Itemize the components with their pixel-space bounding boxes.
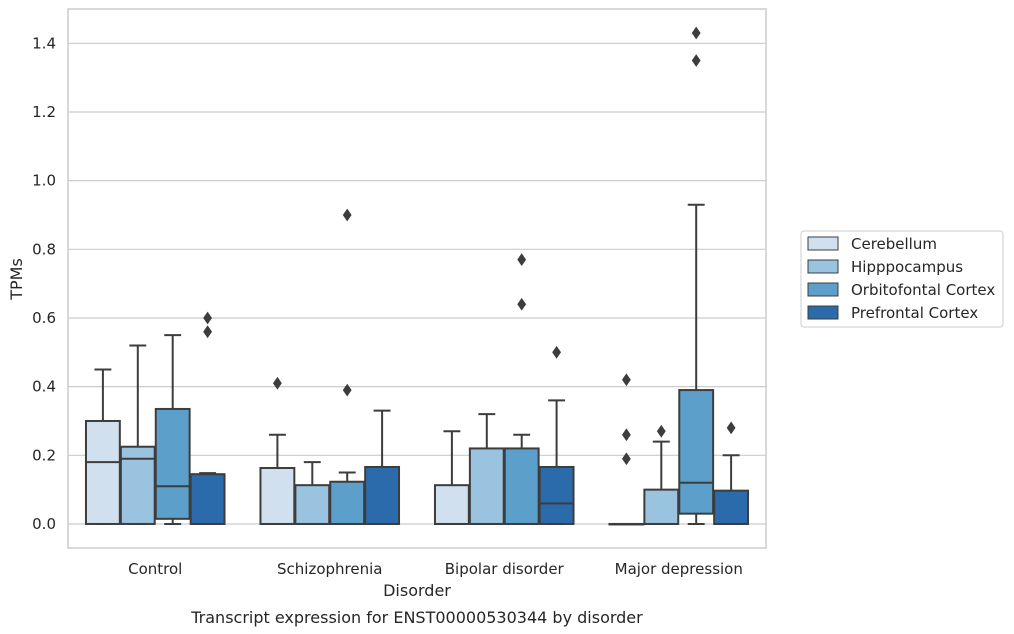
- y-tick-label: 1.0: [32, 172, 56, 190]
- box-iqr: [468, 447, 505, 525]
- outlier-point: [552, 345, 562, 359]
- outlier-point: [691, 26, 701, 40]
- outlier-point: [621, 428, 631, 442]
- y-tick-label: 0.2: [32, 446, 56, 464]
- legend-label: Cerebellum: [851, 235, 937, 253]
- box-orbitofontal-cortex: [154, 334, 191, 525]
- box-iqr: [189, 473, 226, 525]
- box-orbitofontal-cortex: [503, 253, 540, 525]
- x-axis-title: Disorder: [383, 581, 451, 600]
- legend: Cerebellum Hipppocampus Orbitofontal Corte…: [800, 230, 1004, 328]
- box-orbitofontal-cortex: [329, 208, 366, 525]
- box-cerebellum: [433, 430, 470, 525]
- outlier-point: [517, 297, 527, 311]
- x-tick-label: Bipolar disorder: [445, 560, 565, 578]
- plot-frame: [67, 8, 767, 549]
- legend-frame: [800, 230, 1004, 328]
- box-orbitofontal-cortex: [678, 26, 715, 525]
- box-prefrontal-cortex: [713, 421, 750, 525]
- outlier-point: [621, 452, 631, 466]
- x-tick-labels: Control Schizophrenia Bipolar disorder Majo…: [128, 560, 743, 578]
- box-iqr: [643, 488, 680, 525]
- box-iqr: [329, 480, 366, 525]
- box-hipppocampus: [294, 461, 331, 525]
- box-iqr: [503, 447, 540, 525]
- box-cerebellum: [608, 373, 645, 526]
- box-iqr: [433, 484, 470, 525]
- y-tick-label: 0.6: [32, 309, 56, 327]
- box-iqr: [154, 407, 191, 520]
- chart-caption: Transcript expression for ENST0000053034…: [190, 608, 643, 627]
- box-hipppocampus: [119, 344, 156, 525]
- box-iqr: [364, 465, 401, 525]
- outlier-point: [517, 253, 527, 266]
- x-tick-label: Control: [128, 560, 182, 578]
- x-tick-label: Schizophrenia: [277, 560, 382, 578]
- y-tick-label: 0.4: [32, 378, 56, 396]
- y-tick-labels: 0.0 0.2 0.4 0.6 0.8 1.0 1.2 1.4: [32, 34, 56, 533]
- box-iqr: [84, 419, 121, 525]
- outlier-point: [621, 373, 631, 387]
- outlier-point: [342, 383, 352, 397]
- box-prefrontal-cortex: [538, 345, 575, 525]
- outlier-point: [203, 325, 213, 339]
- y-tick-label: 0.0: [32, 515, 56, 533]
- y-tick-label: 0.8: [32, 240, 56, 258]
- outlier-point: [203, 311, 213, 325]
- legend-label: Hipppocampus: [851, 258, 963, 276]
- box-iqr: [294, 484, 331, 525]
- y-axis-title: TPMs: [7, 258, 26, 301]
- box-hipppocampus: [643, 424, 680, 525]
- x-tick-label: Major depression: [615, 560, 743, 578]
- legend-swatch: [807, 236, 839, 251]
- y-tick-label: 1.4: [32, 34, 56, 52]
- outlier-point: [272, 376, 282, 390]
- box-hipppocampus: [468, 413, 505, 525]
- outlier-point: [656, 424, 666, 438]
- box-iqr: [713, 489, 750, 525]
- outlier-point: [691, 54, 701, 67]
- box-cerebellum: [84, 368, 121, 525]
- outlier-point: [726, 421, 736, 435]
- box-iqr: [678, 389, 715, 515]
- legend-swatch: [807, 305, 839, 320]
- legend-swatch: [807, 282, 839, 297]
- legend-label: Prefrontal Cortex: [851, 304, 978, 322]
- box-cerebellum: [259, 376, 296, 525]
- outlier-point: [342, 208, 352, 222]
- box-groups: [84, 26, 750, 526]
- box-prefrontal-cortex: [364, 409, 401, 525]
- box-prefrontal-cortex: [189, 311, 226, 525]
- box-iqr: [538, 465, 575, 525]
- y-tick-label: 1.2: [32, 103, 56, 121]
- box-iqr: [259, 467, 296, 525]
- legend-swatch: [807, 259, 839, 274]
- legend-label: Orbitofontal Cortex: [851, 281, 995, 299]
